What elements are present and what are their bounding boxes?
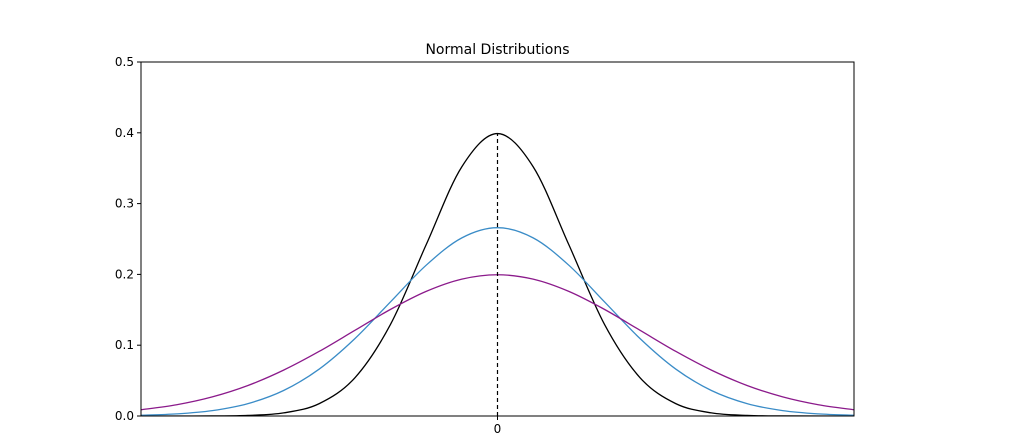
- y-tick-label: 0.0: [115, 409, 134, 423]
- y-tick-label: 0.2: [115, 267, 134, 281]
- x-tick-label: 0: [494, 422, 502, 433]
- y-tick-label: 0.5: [115, 55, 134, 69]
- plot-frame: [140, 61, 855, 417]
- line-series: [141, 227, 854, 416]
- chart-title: Normal Distributions: [425, 42, 569, 58]
- y-tick-label: 0.4: [115, 126, 134, 140]
- y-tick-label: 0.3: [115, 197, 134, 211]
- y-tick-label: 0.1: [115, 338, 134, 352]
